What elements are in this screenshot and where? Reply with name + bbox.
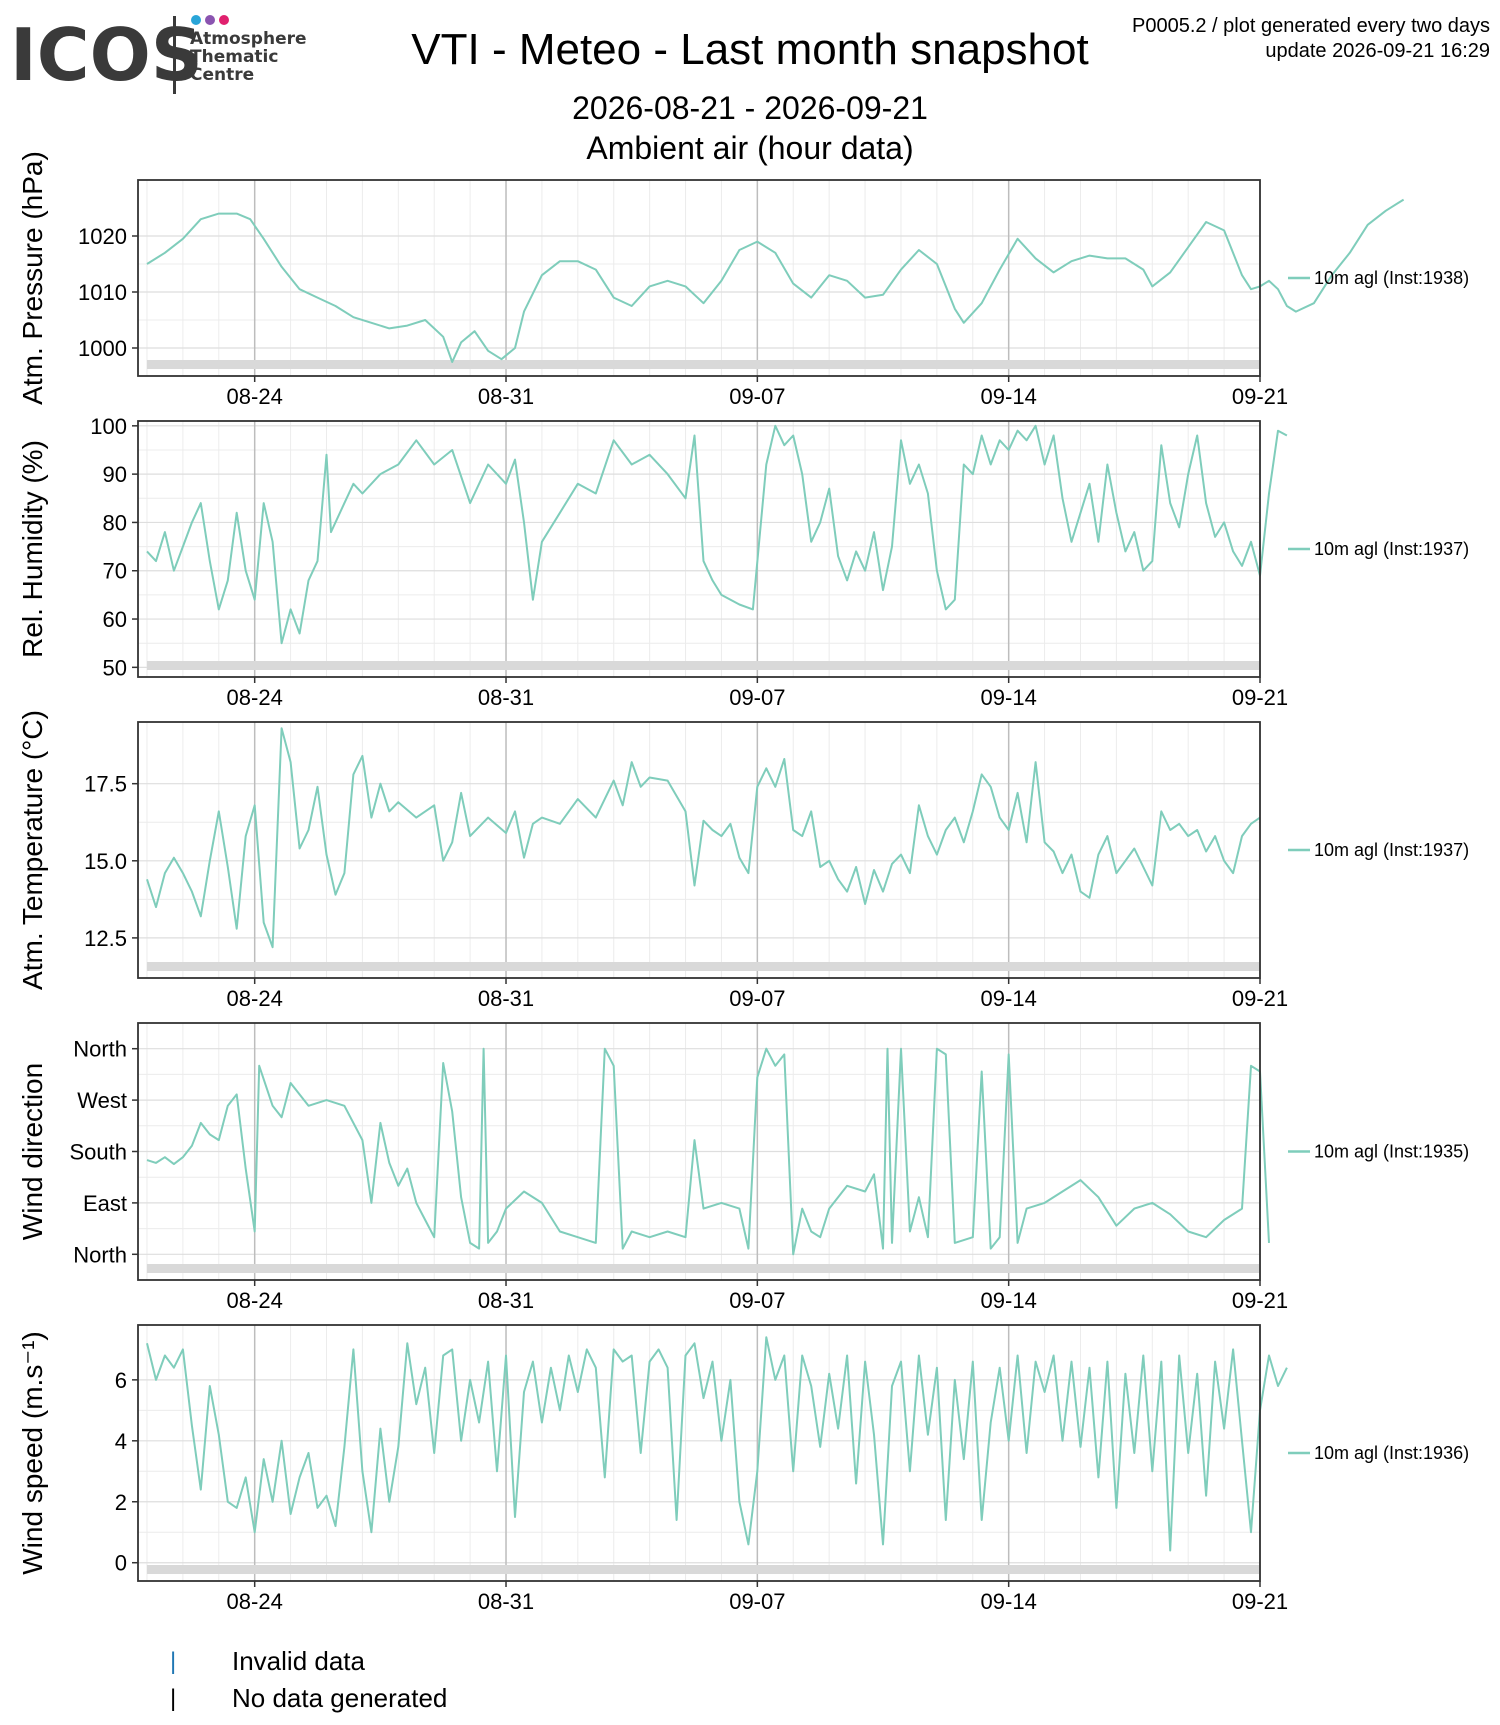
x-tick-label: 08-31 bbox=[478, 1589, 534, 1614]
legend-label: 10m agl (Inst:1936) bbox=[1314, 1443, 1469, 1463]
bottom-legend: | Invalid data | No data generated bbox=[170, 1643, 447, 1717]
x-tick-label: 08-24 bbox=[227, 986, 283, 1011]
x-tick-label: 08-31 bbox=[478, 1288, 534, 1313]
series-line bbox=[146, 1047, 1270, 1256]
y-tick-label: South bbox=[70, 1140, 128, 1165]
y-axis-label: Rel. Humidity (%) bbox=[17, 440, 48, 658]
icos-logo: ICOS Atmosphere Thematic Centre bbox=[10, 13, 307, 97]
y-tick-label: 12.5 bbox=[84, 926, 127, 951]
y-tick-label: 17.5 bbox=[84, 772, 127, 797]
x-tick-label: 08-24 bbox=[227, 1589, 283, 1614]
x-tick-label: 09-21 bbox=[1232, 685, 1288, 710]
panel-2: 50 60 70 80 90 100 08-24 08-31 09-07 09-14 09-21 Re… bbox=[17, 414, 1469, 710]
plot-frame bbox=[137, 420, 1261, 678]
y-axis-label: Atm. Pressure (hPa) bbox=[17, 151, 48, 405]
legend-label: 10m agl (Inst:1938) bbox=[1314, 268, 1469, 288]
x-tick-label: 09-14 bbox=[981, 1589, 1037, 1614]
legend-no-data: | No data generated bbox=[170, 1680, 447, 1717]
y-tick-label: North bbox=[73, 1037, 127, 1062]
x-tick-label: 09-21 bbox=[1232, 986, 1288, 1011]
series-line bbox=[146, 424, 1288, 645]
series-line bbox=[146, 727, 1261, 949]
update-time: update 2026-09-21 16:29 bbox=[1265, 40, 1490, 62]
x-tick-label: 08-24 bbox=[227, 685, 283, 710]
logo-line1: Atmosphere bbox=[190, 29, 307, 49]
x-tick-label: 09-07 bbox=[729, 685, 785, 710]
series-line bbox=[146, 1336, 1288, 1552]
x-tick-label: 09-07 bbox=[729, 1589, 785, 1614]
availability-bar bbox=[146, 962, 1261, 971]
x-tick-label: 09-07 bbox=[729, 986, 785, 1011]
y-axis-label: Wind speed (m.s⁻¹) bbox=[17, 1331, 48, 1575]
x-tick-label: 09-14 bbox=[981, 986, 1037, 1011]
logo-word: ICOS bbox=[10, 13, 203, 97]
invalid-label: Invalid data bbox=[232, 1646, 365, 1676]
legend-label: 10m agl (Inst:1937) bbox=[1314, 539, 1469, 559]
y-tick-label: 60 bbox=[103, 607, 127, 632]
x-tick-label: 08-31 bbox=[478, 685, 534, 710]
y-tick-label: 90 bbox=[103, 462, 127, 487]
y-tick-label: 15.0 bbox=[84, 849, 127, 874]
plot-frame bbox=[137, 179, 1261, 377]
x-tick-label: 09-21 bbox=[1232, 384, 1288, 409]
x-tick-label: 09-14 bbox=[981, 384, 1037, 409]
plot-id: P0005.2 / plot generated every two days bbox=[1131, 15, 1490, 37]
date-range: 2026-08-21 - 2026-09-21 bbox=[572, 90, 928, 126]
y-axis-label: Wind direction bbox=[17, 1063, 48, 1240]
y-tick-label: 70 bbox=[103, 559, 127, 584]
y-tick-label: 1000 bbox=[78, 336, 127, 361]
y-tick-label: 1020 bbox=[78, 224, 127, 249]
y-tick-label: West bbox=[77, 1088, 127, 1113]
y-tick-label: 100 bbox=[90, 414, 127, 439]
x-tick-label: 09-14 bbox=[981, 685, 1037, 710]
y-tick-label: 80 bbox=[103, 510, 127, 535]
invalid-mark: | bbox=[170, 1648, 177, 1675]
x-tick-label: 08-31 bbox=[478, 384, 534, 409]
panel-1: 1000 1010 1020 08-24 08-31 09-07 09-14 09-21 Atm… bbox=[17, 151, 1469, 409]
x-tick-label: 09-07 bbox=[729, 1288, 785, 1313]
availability-bar bbox=[146, 661, 1261, 670]
y-tick-label: 0 bbox=[115, 1551, 127, 1576]
legend-label: 10m agl (Inst:1935) bbox=[1314, 1142, 1469, 1162]
availability-bar bbox=[146, 360, 1261, 369]
x-tick-label: 08-24 bbox=[227, 384, 283, 409]
x-tick-label: 09-21 bbox=[1232, 1589, 1288, 1614]
panel-4: North East South West North 08-24 08-31 09-07 09… bbox=[17, 1022, 1469, 1313]
plot-frame bbox=[137, 721, 1261, 979]
y-tick-label: North bbox=[73, 1242, 127, 1267]
logo-line3: Centre bbox=[190, 65, 254, 85]
y-tick-label: 50 bbox=[103, 655, 127, 680]
availability-bar bbox=[146, 1264, 1261, 1273]
y-axis-label: Atm. Temperature (°C) bbox=[17, 710, 48, 990]
y-tick-label: East bbox=[83, 1191, 127, 1216]
x-tick-label: 08-31 bbox=[478, 986, 534, 1011]
y-tick-label: 6 bbox=[115, 1368, 127, 1393]
x-tick-label: 08-24 bbox=[227, 1288, 283, 1313]
plot-meta: P0005.2 / plot generated every two days … bbox=[1132, 14, 1490, 64]
y-tick-label: 2 bbox=[115, 1490, 127, 1515]
x-tick-label: 09-21 bbox=[1232, 1288, 1288, 1313]
x-tick-label: 09-07 bbox=[729, 384, 785, 409]
logo-line2: Thematic bbox=[190, 47, 278, 67]
series-line bbox=[146, 198, 1405, 363]
plot-frame bbox=[137, 1324, 1261, 1582]
chart-subtitle: Ambient air (hour data) bbox=[586, 130, 914, 166]
availability-bar bbox=[146, 1565, 1261, 1574]
legend-invalid: | Invalid data bbox=[170, 1643, 447, 1680]
no-data-label: No data generated bbox=[232, 1683, 448, 1713]
panel-3: 12.5 15.0 17.5 08-24 08-31 09-07 09-14 09-21 Atm… bbox=[17, 710, 1469, 1011]
chart-title: VTI - Meteo - Last month snapshot bbox=[411, 25, 1089, 74]
y-tick-label: 1010 bbox=[78, 280, 127, 305]
panel-5: 0 2 4 6 08-24 08-31 09-07 09-14 09-21 Wind speed … bbox=[17, 1324, 1469, 1614]
x-tick-label: 09-14 bbox=[981, 1288, 1037, 1313]
no-data-mark: | bbox=[170, 1685, 177, 1712]
legend-label: 10m agl (Inst:1937) bbox=[1314, 840, 1469, 860]
y-tick-label: 4 bbox=[115, 1429, 127, 1454]
